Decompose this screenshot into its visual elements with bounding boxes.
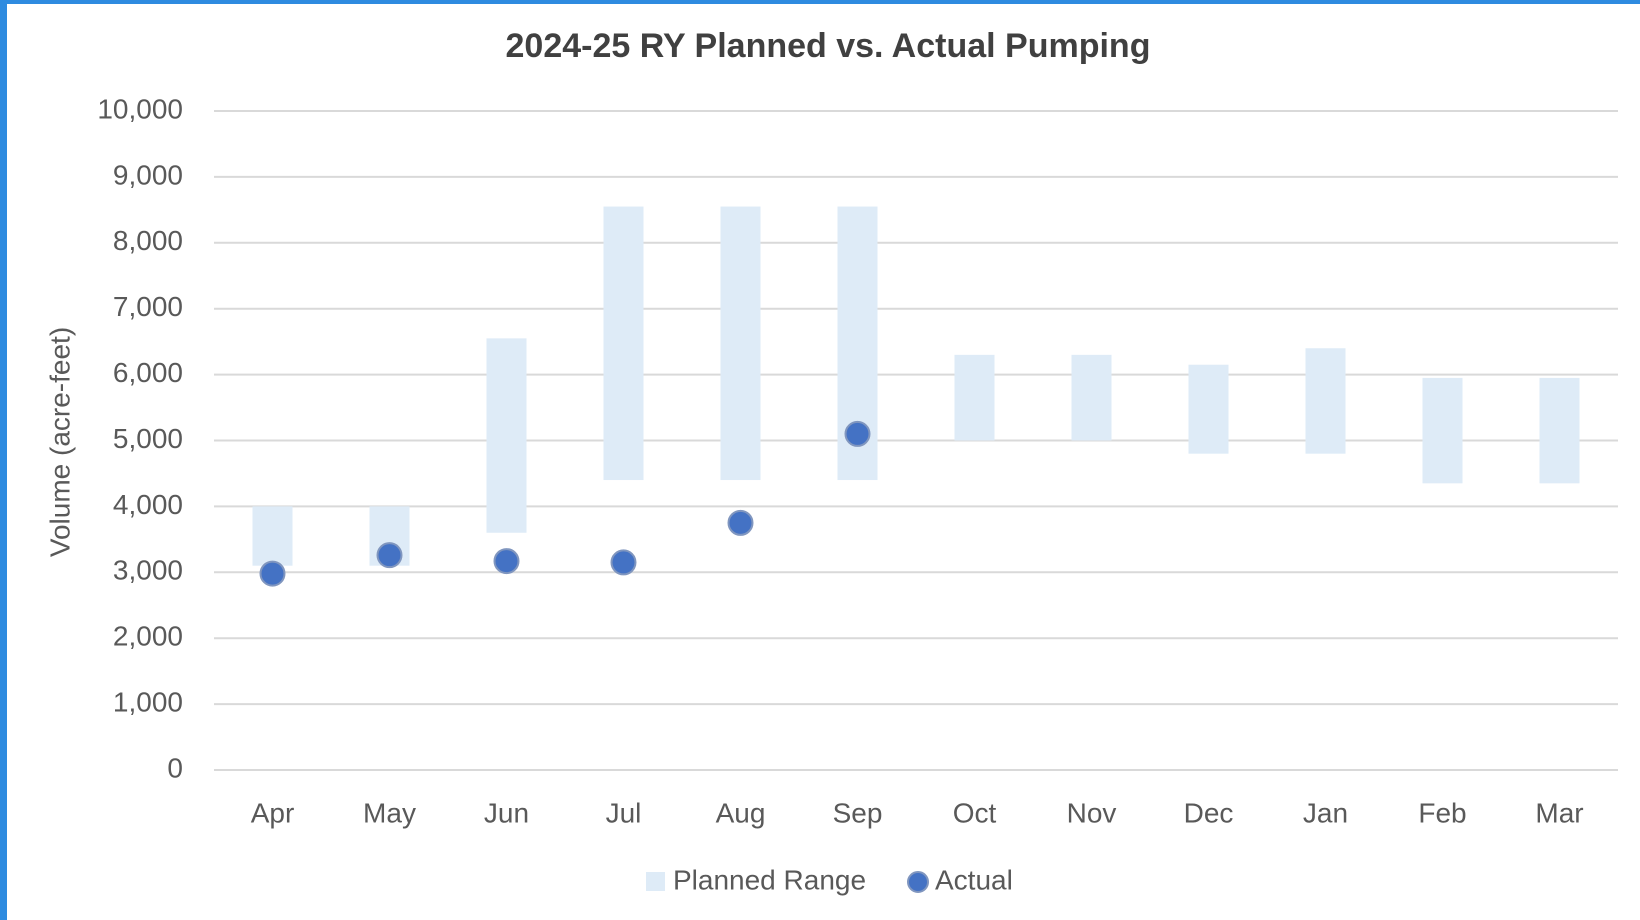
chart: 2024-25 RY Planned vs. Actual Pumping Vo… (0, 0, 1640, 920)
legend-label: Actual (935, 864, 1013, 895)
legend-swatch (908, 872, 928, 892)
planned-range-bar (955, 355, 995, 441)
y-tick-label: 7,000 (113, 291, 183, 322)
x-tick-label: Feb (1418, 797, 1466, 828)
y-tick-label: 6,000 (113, 357, 183, 388)
y-tick-label: 5,000 (113, 423, 183, 454)
left-border (0, 0, 7, 920)
planned-range-bar (721, 207, 761, 480)
actual-point (261, 562, 285, 586)
y-axis-title: Volume (acre-feet) (44, 327, 75, 557)
legend-swatch (646, 872, 665, 891)
x-tick-label: Mar (1535, 797, 1583, 828)
x-tick-label: Sep (833, 797, 883, 828)
chart-title: 2024-25 RY Planned vs. Actual Pumping (506, 27, 1151, 65)
y-tick-label: 1,000 (113, 686, 183, 717)
x-tick-label: Dec (1184, 797, 1234, 828)
planned-range-bar (1189, 365, 1229, 454)
planned-range-bar (1306, 348, 1346, 453)
y-tick-label: 0 (167, 752, 183, 783)
actual-point (612, 550, 636, 574)
actual-point (846, 422, 870, 446)
x-tick-label: Jul (606, 797, 642, 828)
y-tick-label: 2,000 (113, 621, 183, 652)
y-tick-label: 10,000 (97, 93, 183, 124)
actual-point (378, 543, 402, 567)
legend-label: Planned Range (673, 864, 866, 895)
planned-range-bar (604, 207, 644, 480)
y-tick-label: 4,000 (113, 489, 183, 520)
y-tick-label: 3,000 (113, 555, 183, 586)
x-tick-label: Aug (716, 797, 766, 828)
x-tick-label: Jun (484, 797, 529, 828)
page: 2024-25 RY Planned vs. Actual Pumping Vo… (0, 0, 1640, 920)
planned-range-bar (487, 338, 527, 532)
x-tick-label: Apr (251, 797, 295, 828)
y-tick-label: 9,000 (113, 159, 183, 190)
planned-range-bar (253, 506, 293, 565)
x-tick-label: Jan (1303, 797, 1348, 828)
planned-range-bar (1423, 378, 1463, 483)
x-tick-label: Nov (1067, 797, 1117, 828)
planned-range-bar (1072, 355, 1112, 441)
planned-range-bar (1540, 378, 1580, 483)
x-tick-label: May (363, 797, 416, 828)
y-tick-label: 8,000 (113, 225, 183, 256)
background (0, 0, 1640, 920)
top-border (0, 0, 1640, 4)
actual-point (729, 511, 753, 535)
x-tick-label: Oct (953, 797, 997, 828)
actual-point (495, 549, 519, 573)
